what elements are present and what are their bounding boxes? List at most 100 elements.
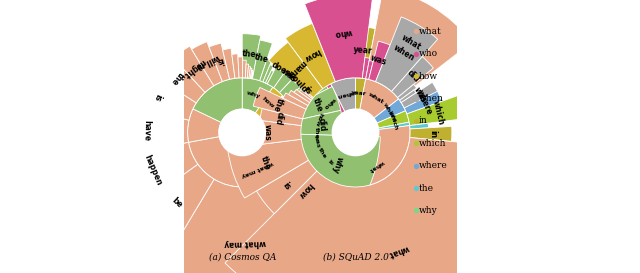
Text: the: the — [253, 52, 269, 65]
Wedge shape — [247, 67, 250, 78]
Text: what: what — [399, 33, 422, 52]
Wedge shape — [260, 59, 272, 82]
Wedge shape — [300, 90, 312, 100]
Text: when: when — [392, 43, 416, 63]
Wedge shape — [286, 134, 380, 213]
Text: is: is — [215, 55, 225, 66]
Wedge shape — [392, 57, 433, 98]
Text: the: the — [259, 155, 272, 171]
Text: which: which — [419, 139, 446, 148]
Text: where: where — [415, 88, 434, 117]
Wedge shape — [138, 164, 214, 243]
Wedge shape — [253, 87, 306, 119]
Text: is: is — [152, 92, 163, 102]
Text: where: where — [382, 102, 397, 123]
Circle shape — [332, 109, 379, 156]
Wedge shape — [401, 93, 417, 105]
Text: will.m: will.m — [194, 53, 221, 72]
Text: (b) SQuAD 2.0: (b) SQuAD 2.0 — [323, 253, 388, 262]
Text: the: the — [419, 184, 434, 192]
Wedge shape — [252, 40, 273, 81]
Wedge shape — [245, 64, 249, 78]
Text: what: what — [367, 92, 385, 105]
Text: the: the — [317, 147, 327, 159]
Wedge shape — [223, 48, 235, 79]
Wedge shape — [260, 108, 303, 126]
Text: what: what — [368, 159, 385, 173]
Wedge shape — [301, 127, 332, 138]
Wedge shape — [376, 17, 438, 91]
Text: might: might — [181, 57, 207, 80]
Text: did: did — [405, 69, 421, 85]
Text: who: who — [323, 96, 337, 109]
Wedge shape — [225, 138, 540, 273]
Wedge shape — [360, 79, 399, 118]
Text: when: when — [419, 94, 444, 103]
Text: (a) Cosmos QA: (a) Cosmos QA — [209, 253, 276, 262]
Wedge shape — [377, 111, 409, 128]
Text: where: where — [419, 161, 447, 170]
Wedge shape — [401, 82, 438, 108]
Wedge shape — [301, 135, 333, 151]
Wedge shape — [362, 58, 370, 79]
Wedge shape — [250, 70, 253, 79]
Wedge shape — [189, 100, 297, 187]
Wedge shape — [305, 0, 373, 82]
Wedge shape — [378, 122, 410, 129]
Wedge shape — [374, 99, 406, 123]
Wedge shape — [399, 88, 417, 102]
Wedge shape — [113, 103, 189, 156]
Wedge shape — [150, 52, 205, 103]
Wedge shape — [365, 61, 373, 79]
Text: when: when — [337, 89, 356, 99]
Wedge shape — [124, 66, 196, 120]
Text: who: who — [333, 27, 352, 38]
Text: is: is — [302, 85, 314, 96]
Text: is: is — [326, 159, 334, 167]
Text: how: how — [314, 111, 323, 127]
Text: was: was — [369, 53, 388, 67]
Wedge shape — [242, 34, 260, 79]
Text: would: would — [285, 69, 310, 94]
Wedge shape — [278, 165, 332, 216]
Wedge shape — [209, 43, 230, 82]
Wedge shape — [403, 98, 417, 108]
Wedge shape — [316, 148, 343, 179]
Wedge shape — [255, 87, 283, 117]
Text: who: who — [419, 49, 438, 58]
Wedge shape — [252, 72, 253, 79]
Wedge shape — [113, 142, 198, 209]
Wedge shape — [397, 84, 417, 100]
Text: the: the — [314, 126, 319, 138]
Wedge shape — [193, 78, 242, 122]
Text: happen: happen — [143, 153, 164, 187]
Text: did: did — [317, 118, 327, 132]
Wedge shape — [310, 84, 345, 119]
Text: is: is — [280, 181, 292, 192]
Wedge shape — [266, 70, 274, 84]
Text: be: be — [170, 196, 184, 210]
Wedge shape — [274, 60, 303, 93]
Circle shape — [219, 109, 266, 156]
Wedge shape — [228, 139, 308, 198]
Wedge shape — [232, 54, 239, 78]
Wedge shape — [243, 60, 246, 78]
Text: the: the — [271, 96, 284, 113]
Wedge shape — [294, 89, 311, 103]
Text: why: why — [330, 155, 344, 175]
Text: what: what — [387, 243, 410, 259]
Text: was: was — [313, 134, 321, 148]
Wedge shape — [191, 42, 223, 86]
Wedge shape — [365, 0, 472, 99]
Wedge shape — [355, 27, 375, 79]
Wedge shape — [407, 95, 465, 126]
Text: the: the — [311, 97, 324, 114]
Wedge shape — [283, 93, 308, 109]
Text: year: year — [353, 45, 373, 55]
Text: was: was — [280, 67, 298, 84]
Wedge shape — [289, 90, 310, 105]
Text: did: did — [273, 110, 285, 125]
Text: why: why — [246, 90, 261, 99]
Text: year: year — [351, 90, 367, 96]
Text: many: many — [284, 58, 308, 81]
